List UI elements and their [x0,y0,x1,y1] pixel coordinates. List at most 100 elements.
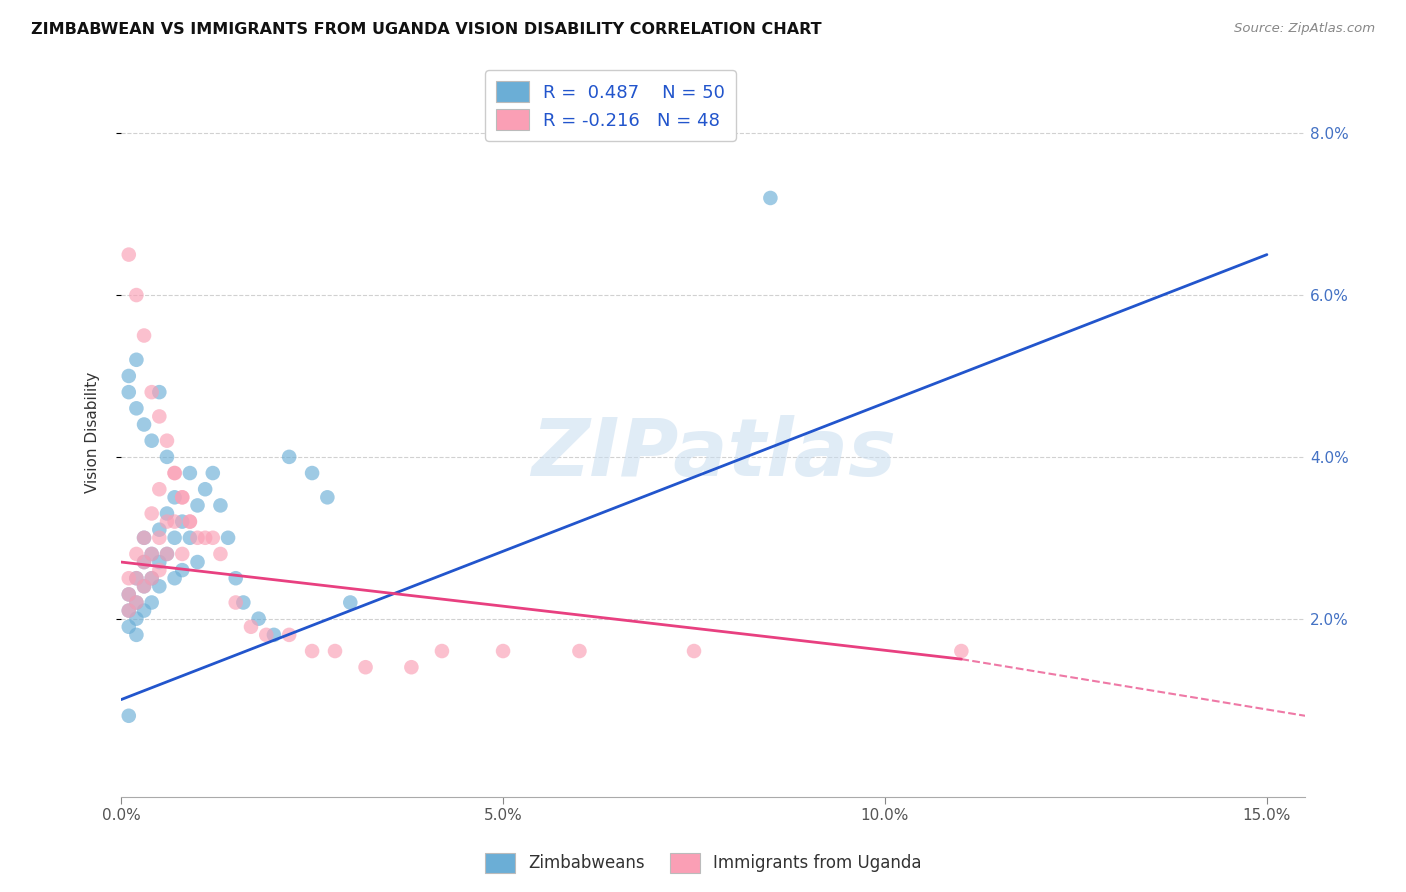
Point [141,385,163,400]
Point [354,660,377,674]
Point [141,547,163,561]
Point [148,482,170,496]
Point [179,466,201,480]
Point [683,644,706,658]
Point [148,409,170,424]
Point [118,708,141,723]
Point [132,328,155,343]
Point [172,491,194,505]
Point [172,491,194,505]
Point [401,660,423,674]
Point [118,604,141,618]
Point [339,595,361,609]
Point [118,385,141,400]
Point [950,644,973,658]
Point [217,531,239,545]
Point [148,385,170,400]
Point [132,555,155,569]
Point [156,547,179,561]
Point [209,547,232,561]
Point [492,644,515,658]
Point [156,434,179,448]
Point [141,434,163,448]
Point [148,579,170,593]
Point [118,571,141,585]
Point [225,595,247,609]
Text: Source: ZipAtlas.com: Source: ZipAtlas.com [1234,22,1375,36]
Point [172,547,194,561]
Point [201,531,224,545]
Point [179,531,201,545]
Point [125,288,148,302]
Point [240,620,263,634]
Point [118,604,141,618]
Point [125,571,148,585]
Point [316,491,339,505]
Point [225,571,247,585]
Point [118,587,141,601]
Point [179,515,201,529]
Point [148,555,170,569]
Point [247,612,270,626]
Point [232,595,254,609]
Point [125,352,148,367]
Point [141,595,163,609]
Point [156,547,179,561]
Point [163,531,186,545]
Point [132,579,155,593]
Point [125,547,148,561]
Text: ZIPatlas: ZIPatlas [530,416,896,493]
Point [179,515,201,529]
Point [141,507,163,521]
Point [125,595,148,609]
Point [125,571,148,585]
Point [118,587,141,601]
Point [132,417,155,432]
Point [132,555,155,569]
Point [141,571,163,585]
Point [148,531,170,545]
Legend: R =  0.487    N = 50, R = -0.216   N = 48: R = 0.487 N = 50, R = -0.216 N = 48 [485,70,735,141]
Point [568,644,591,658]
Point [148,523,170,537]
Point [125,612,148,626]
Point [163,515,186,529]
Point [201,466,224,480]
Point [209,499,232,513]
Point [125,595,148,609]
Point [156,515,179,529]
Point [163,466,186,480]
Point [141,571,163,585]
Point [156,450,179,464]
Legend: Zimbabweans, Immigrants from Uganda: Zimbabweans, Immigrants from Uganda [478,847,928,880]
Point [118,368,141,383]
Point [172,515,194,529]
Point [125,628,148,642]
Point [323,644,346,658]
Point [172,563,194,577]
Point [118,247,141,261]
Point [132,531,155,545]
Point [301,644,323,658]
Point [263,628,285,642]
Point [278,628,301,642]
Point [156,507,179,521]
Point [132,604,155,618]
Point [118,620,141,634]
Point [132,531,155,545]
Text: ZIMBABWEAN VS IMMIGRANTS FROM UGANDA VISION DISABILITY CORRELATION CHART: ZIMBABWEAN VS IMMIGRANTS FROM UGANDA VIS… [31,22,821,37]
Point [132,579,155,593]
Point [163,571,186,585]
Point [430,644,453,658]
Y-axis label: Vision Disability: Vision Disability [86,372,100,493]
Point [194,482,217,496]
Point [163,466,186,480]
Point [278,450,301,464]
Point [186,499,208,513]
Point [194,531,217,545]
Point [163,491,186,505]
Point [186,555,208,569]
Point [301,466,323,480]
Point [148,563,170,577]
Point [186,531,208,545]
